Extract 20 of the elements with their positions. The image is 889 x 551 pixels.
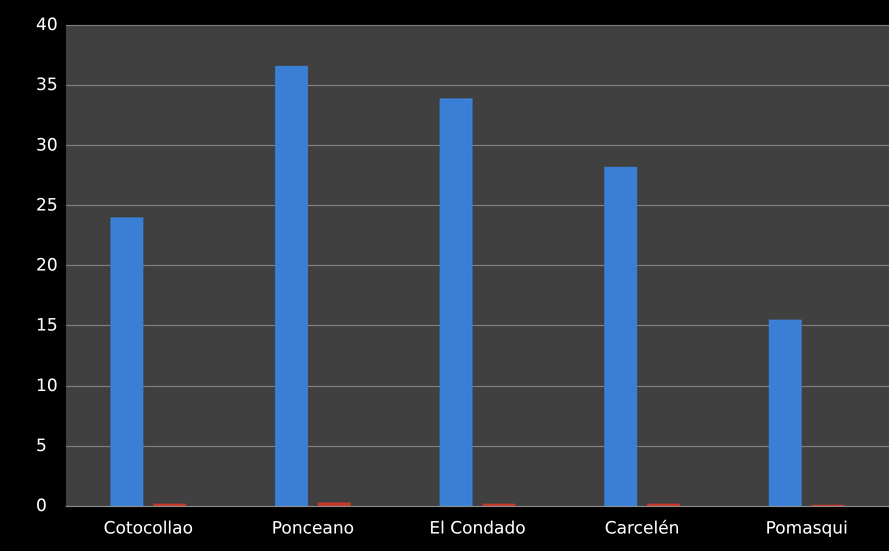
x-tick-label: Cotocollao <box>104 518 193 538</box>
y-tick-label: 25 <box>36 195 58 216</box>
x-tick-label: Ponceano <box>272 518 354 538</box>
bar <box>318 502 351 506</box>
x-tick-label: El Condado <box>429 518 526 538</box>
bar <box>110 217 144 506</box>
y-tick-label: 20 <box>36 256 58 276</box>
y-tick-label: 40 <box>36 15 58 35</box>
bar <box>440 98 473 506</box>
y-tick-label: 5 <box>36 436 47 456</box>
x-tick-label: Pomasqui <box>766 518 848 538</box>
y-tick-label: 30 <box>36 135 58 156</box>
y-tick-label: 0 <box>36 496 47 516</box>
x-tick-label: Carcelén <box>604 518 680 538</box>
bar <box>768 320 802 506</box>
bar <box>275 66 308 506</box>
y-tick-label: 35 <box>36 75 58 96</box>
bar <box>604 166 638 506</box>
y-tick-label: 15 <box>36 316 58 336</box>
y-tick-label: 10 <box>36 376 58 396</box>
